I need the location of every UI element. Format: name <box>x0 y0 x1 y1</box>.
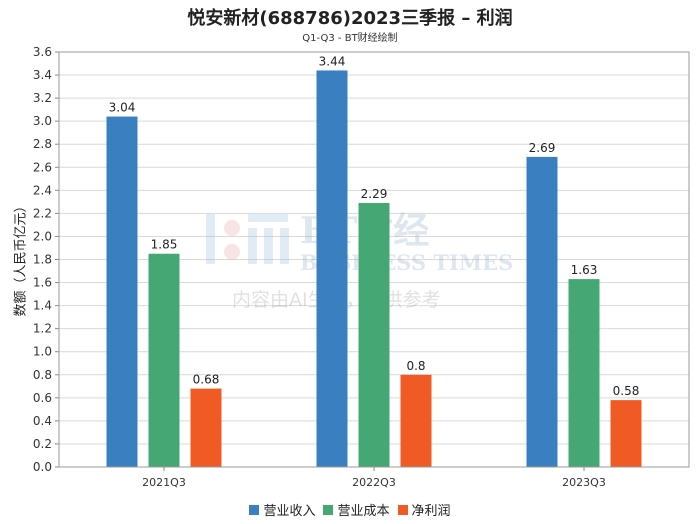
y-tick-label: 3.2 <box>33 91 52 105</box>
legend-swatch <box>249 504 260 515</box>
legend-label: 净利润 <box>411 504 451 519</box>
y-tick-label: 1.4 <box>33 299 52 313</box>
legend: 营业收入 营业成本 净利润 <box>0 500 700 519</box>
axes: 0.0 0.2 0.4 0.6 0.8 1.0 1.2 1.4 1.6 1.8 2.0 2.2 2.4 2… <box>33 45 690 489</box>
data-label: 3.44 <box>319 54 346 68</box>
data-label: 2.29 <box>361 187 388 201</box>
y-tick-label: 2.0 <box>33 229 52 243</box>
chart-title: 悦安新材(688786)2023三季报 – 利润 <box>187 8 513 29</box>
bar <box>148 253 180 467</box>
y-tick-label: 3.0 <box>33 114 52 128</box>
legend-item: 营业收入 <box>249 500 315 519</box>
y-tick-label: 0.4 <box>33 414 52 428</box>
y-tick-label: 2.6 <box>33 160 52 174</box>
data-label: 2.69 <box>529 141 556 155</box>
chart-subtitle: Q1-Q3 - BT财经绘制 <box>302 33 398 44</box>
data-label: 0.68 <box>193 373 220 387</box>
bar <box>568 279 600 467</box>
legend-label: 营业成本 <box>337 504 390 519</box>
data-label: 0.8 <box>406 359 425 373</box>
y-tick-label: 3.4 <box>33 68 52 82</box>
bar <box>400 374 432 467</box>
y-tick-label: 1.0 <box>33 345 52 359</box>
y-tick-label: 1.6 <box>33 276 52 290</box>
bars <box>106 70 642 468</box>
y-tick-label: 0.0 <box>33 460 52 474</box>
y-tick-label: 0.6 <box>33 391 52 405</box>
y-tick-label: 3.6 <box>33 45 52 59</box>
data-label: 0.58 <box>613 384 640 398</box>
bar-chart: BT财经 BUSINESS TIMES 内容由AI生成，仅供参考 3.041.8… <box>33 45 690 489</box>
data-label: 1.85 <box>151 238 178 252</box>
bar <box>526 156 558 467</box>
x-tick-label: 2022Q3 <box>352 476 396 489</box>
y-tick-label: 1.2 <box>33 322 52 336</box>
bar <box>610 400 642 467</box>
x-tick-label: 2023Q3 <box>562 476 606 489</box>
y-tick-label: 1.8 <box>33 253 52 267</box>
bar <box>190 388 222 467</box>
y-tick-label: 0.8 <box>33 368 52 382</box>
legend-item: 净利润 <box>397 500 451 519</box>
y-tick-label: 0.2 <box>33 437 52 451</box>
y-tick-label: 2.2 <box>33 206 52 220</box>
legend-swatch <box>397 504 408 515</box>
data-label: 3.04 <box>109 101 136 115</box>
legend-swatch <box>323 504 334 515</box>
watermark-logo-icon <box>206 214 289 264</box>
data-label: 1.63 <box>571 263 598 277</box>
data-labels: 3.04 1.85 0.68 3.44 2.29 0.8 2.69 1.63 0.58 <box>109 54 640 398</box>
x-tick-label: 2021Q3 <box>142 476 186 489</box>
bar <box>316 70 348 467</box>
y-tick-label: 2.4 <box>33 183 52 197</box>
legend-label: 营业收入 <box>263 504 316 519</box>
bar <box>358 203 390 467</box>
bar <box>106 116 138 468</box>
legend-item: 营业成本 <box>323 500 390 519</box>
y-tick-label: 2.8 <box>33 137 52 151</box>
